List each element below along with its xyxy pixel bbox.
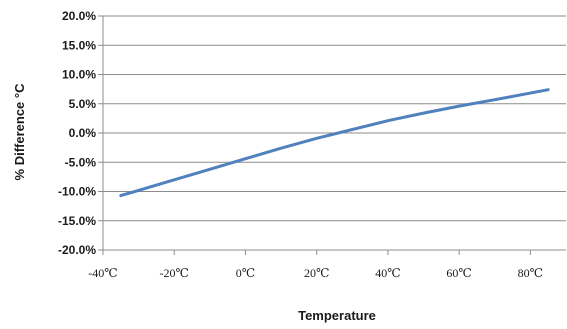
x-tick-label: 40℃ xyxy=(375,266,400,280)
y-tick-label: -5.0% xyxy=(65,155,97,169)
x-tick-label: -40℃ xyxy=(88,266,117,280)
y-tick-label: -20.0% xyxy=(58,243,96,257)
y-tick-label: 0.0% xyxy=(69,126,97,140)
y-tick-label: -15.0% xyxy=(58,214,96,228)
y-tick-label: 10.0% xyxy=(62,68,96,82)
y-tick-labels: 20.0% 15.0% 10.0% 5.0% 0.0% -5.0% -10.0% -15.0%… xyxy=(58,9,96,257)
series-line xyxy=(119,88,550,198)
x-tick-label: 0℃ xyxy=(236,266,255,280)
y-tick-label: 5.0% xyxy=(69,97,97,111)
axes xyxy=(98,15,531,255)
x-tick-labels: -40℃ -20℃ 0℃ 20℃ 40℃ 60℃ 80℃ xyxy=(88,266,543,280)
x-axis-title: Temperature xyxy=(298,308,376,323)
x-tick-label: -20℃ xyxy=(160,266,189,280)
y-tick-label: 20.0% xyxy=(62,9,96,23)
x-tick-label: 20℃ xyxy=(304,266,329,280)
x-tick-label: 60℃ xyxy=(446,266,471,280)
y-tick-label: -10.0% xyxy=(58,185,96,199)
y-tick-label: 15.0% xyxy=(62,38,96,52)
x-tick-label: 80℃ xyxy=(518,266,543,280)
series-layer xyxy=(119,88,550,198)
y-axis-title: % Difference °C xyxy=(12,83,27,181)
